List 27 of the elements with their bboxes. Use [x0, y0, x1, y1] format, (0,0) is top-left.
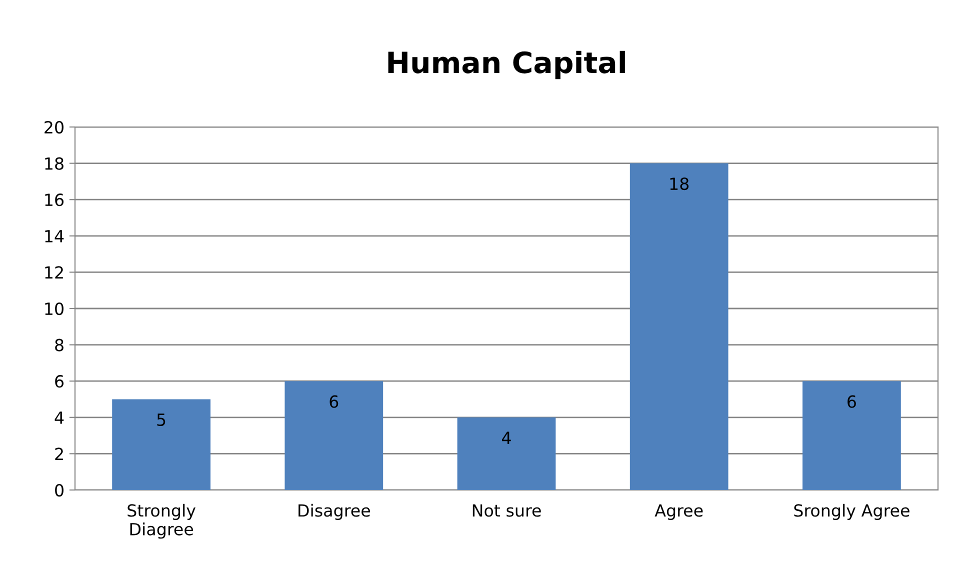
bar: [112, 399, 210, 490]
bar: [457, 417, 556, 490]
y-tick-label: 12: [45, 266, 63, 279]
y-tick-label: 8: [55, 338, 64, 352]
bar: [802, 381, 901, 490]
bar: [284, 381, 384, 490]
data-label: 5: [157, 414, 166, 426]
y-tick-label: 10: [45, 302, 64, 316]
x-tick-label: Not sure: [472, 504, 541, 517]
x-tick-label: Agree: [654, 504, 703, 520]
y-tick-label: 0: [55, 484, 64, 497]
y-tick-label: 14: [45, 230, 64, 242]
bar: [630, 163, 728, 490]
data-label: 6: [848, 395, 856, 408]
data-label: 4: [502, 432, 511, 444]
y-tick-label: 20: [44, 120, 64, 134]
y-tick-label: 18: [45, 157, 64, 170]
y-tick-label: 4: [54, 412, 64, 424]
chart-title: Human Capital: [388, 50, 625, 80]
y-tick-label: 6: [55, 375, 64, 388]
x-tick-label: Disagree: [298, 504, 370, 520]
y-tick-label: 2: [55, 448, 63, 460]
data-label: 18: [670, 177, 689, 190]
x-tick-label: Strongly Diagree: [128, 504, 196, 539]
x-tick-label: Srongly Agree: [794, 504, 910, 520]
data-label: 6: [330, 395, 338, 408]
y-tick-label: 16: [45, 194, 64, 206]
